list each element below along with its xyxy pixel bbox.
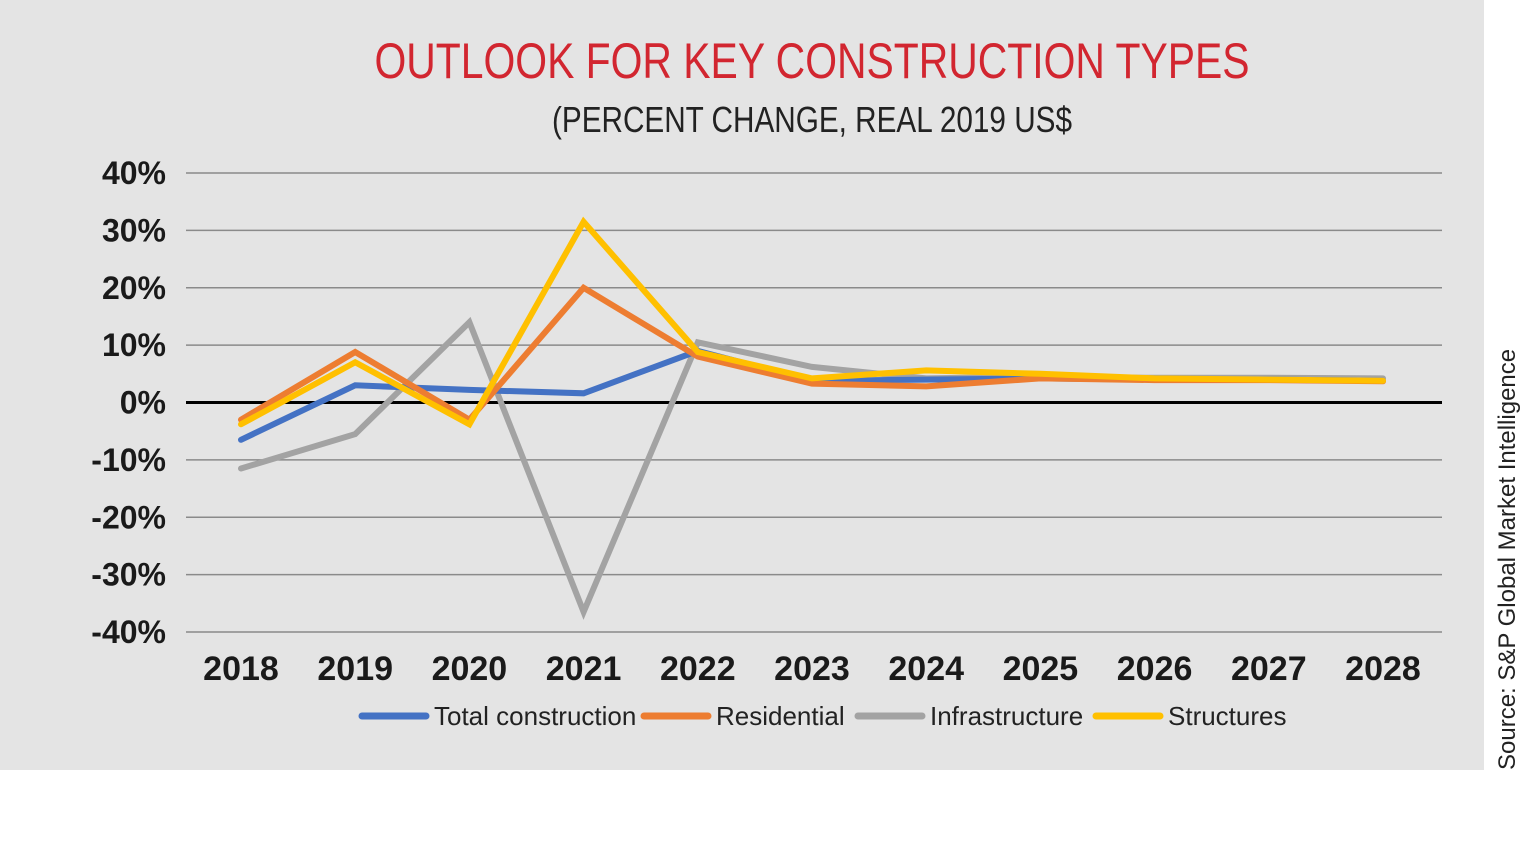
x-tick-label: 2026 [1117,650,1193,688]
y-axis: 40% 30% 20% 10% 0% -10% -20% -30% -40% [91,155,166,650]
legend: Total construction Residential Infrastruct… [358,701,1287,731]
y-tick-label: 10% [102,327,166,363]
x-tick-label: 2020 [432,650,508,688]
series-lines [238,216,1386,620]
source-note: Source: S&P Global Market Intelligence [1494,348,1521,770]
x-tick-label: 2022 [660,650,736,688]
chart-subtitle: (PERCENT CHANGE, REAL 2019 US$ [552,99,1072,140]
x-tick-label: 2028 [1345,650,1421,688]
legend-label-structures: Structures [1168,701,1287,731]
y-tick-label: -10% [91,442,166,478]
x-tick-label: 2019 [317,650,393,688]
legend-label-total-construction: Total construction [434,701,636,731]
x-tick-label: 2021 [546,650,622,688]
x-tick-label: 2018 [203,650,279,688]
x-tick-label: 2023 [774,650,850,688]
chart-title: OUTLOOK FOR KEY CONSTRUCTION TYPES [375,33,1250,89]
series-line-residential [238,283,1386,424]
y-tick-label: -40% [91,614,166,650]
y-tick-label: 40% [102,155,166,191]
y-tick-label: -30% [91,557,166,593]
line-chart: OUTLOOK FOR KEY CONSTRUCTION TYPES (PERC… [91,33,1442,731]
y-tick-label: 20% [102,270,166,306]
series-line-infrastructure [238,316,1386,620]
x-tick-label: 2025 [1003,650,1079,688]
x-tick-label: 2027 [1231,650,1307,688]
chart-panel [0,0,1484,770]
y-tick-label: -20% [91,499,166,535]
legend-label-infrastructure: Infrastructure [930,701,1083,731]
grid-lines [186,172,1442,633]
series-line-structures [238,216,1386,429]
x-axis: 2018 2019 2020 2021 2022 2023 2024 2025 2026 2027… [203,650,1421,688]
y-tick-label: 0% [120,385,166,421]
legend-label-residential: Residential [716,701,845,731]
x-tick-label: 2024 [888,650,964,688]
y-tick-label: 30% [102,212,166,248]
